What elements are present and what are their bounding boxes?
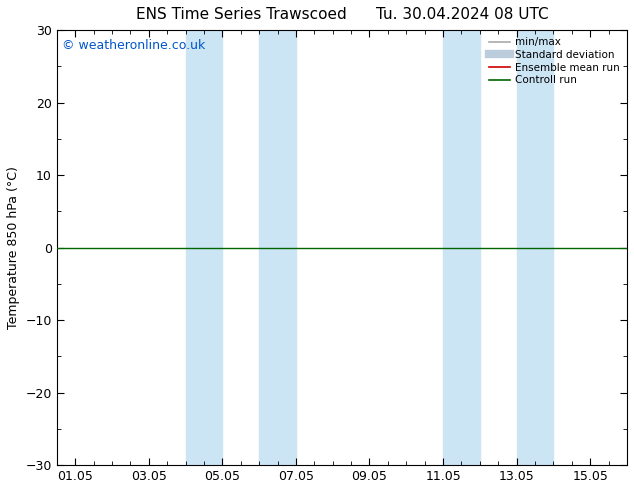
Bar (517, 30, 553, 465)
Text: © weatheronline.co.uk: © weatheronline.co.uk (62, 39, 205, 52)
Legend: min/max, Standard deviation, Ensemble mean run, Controll run: min/max, Standard deviation, Ensemble me… (487, 35, 622, 87)
Title: ENS Time Series Trawscoed      Tu. 30.04.2024 08 UTC: ENS Time Series Trawscoed Tu. 30.04.2024… (136, 7, 548, 22)
Y-axis label: Temperature 850 hPa (°C): Temperature 850 hPa (°C) (7, 166, 20, 329)
Bar (186, 30, 223, 465)
Bar (259, 30, 296, 465)
Bar (443, 30, 480, 465)
